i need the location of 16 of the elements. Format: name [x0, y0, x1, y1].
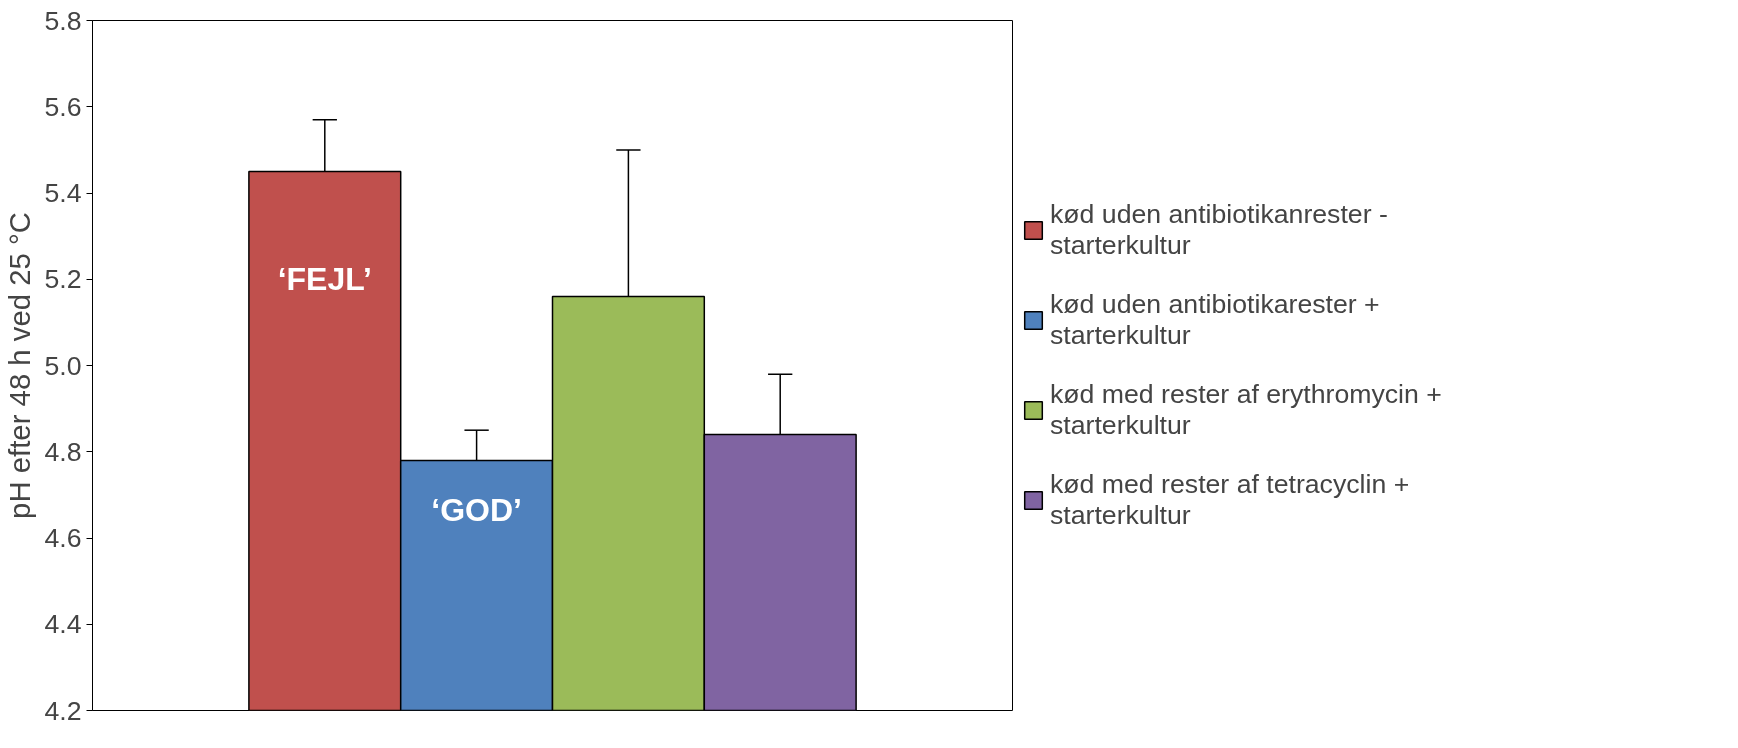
- y-tick-label: 5.0: [44, 350, 82, 381]
- legend-label: kød med rester af tetracyclin + starterkultur: [1050, 469, 1410, 531]
- y-tick-label: 4.6: [44, 523, 82, 553]
- y-tick-label: 5.2: [44, 264, 82, 295]
- annotation: ‘GOD’: [431, 492, 522, 529]
- legend-label: kød uden antibiotikarester + starterkultur: [1050, 289, 1380, 351]
- y-tick-label: 5.6: [44, 91, 82, 122]
- legend-label: kød uden antibiotikanrester - starterkultur: [1050, 199, 1388, 261]
- legend-label: kød med rester af erythromycin + starterkultur: [1050, 379, 1442, 441]
- y-tick-label: 4.4: [44, 609, 82, 640]
- y-tick-label: 4.8: [44, 436, 82, 467]
- y-axis-title: pH efter 48 h ved 25 °C: [3, 212, 37, 519]
- annotation: ‘FEJL’: [277, 261, 372, 298]
- y-tick-label: 4.2: [44, 695, 82, 726]
- y-tick-label: 5.4: [44, 178, 82, 208]
- y-tick-label: 5.8: [44, 5, 82, 36]
